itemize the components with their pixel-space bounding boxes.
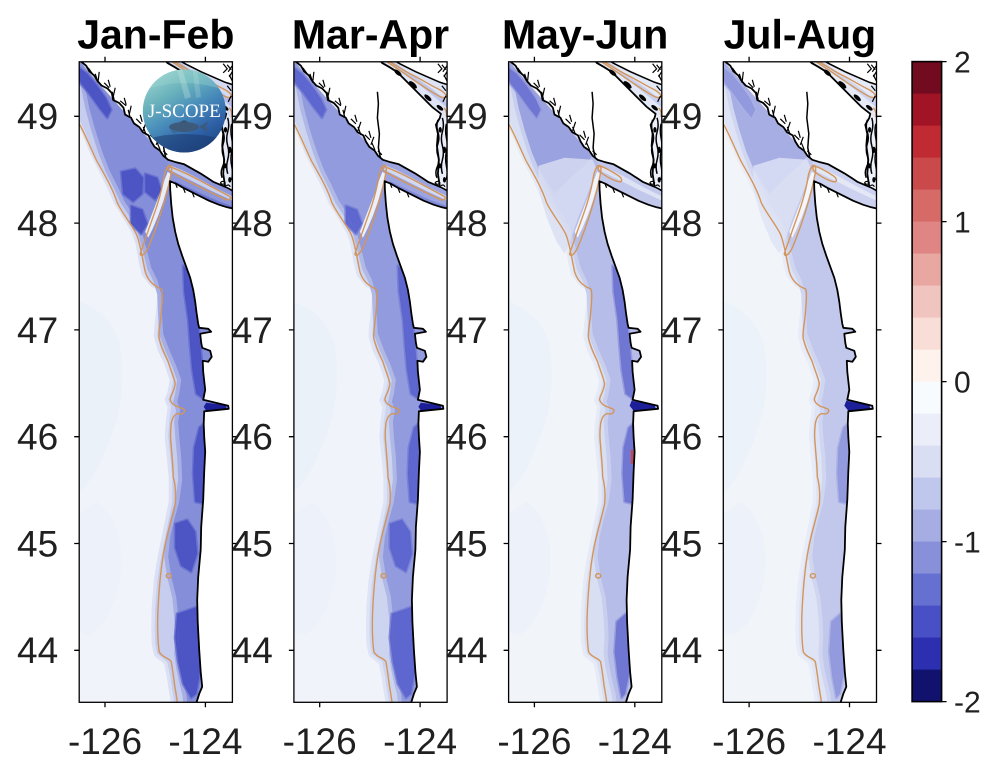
svg-text:46: 46: [232, 417, 273, 458]
svg-text:45: 45: [661, 523, 702, 564]
svg-text:47: 47: [661, 310, 702, 351]
svg-text:Mar-Apr: Mar-Apr: [292, 12, 449, 58]
svg-text:45: 45: [446, 523, 487, 564]
svg-text:44: 44: [17, 630, 58, 671]
svg-text:47: 47: [446, 310, 487, 351]
svg-text:May-Jun: May-Jun: [502, 12, 668, 58]
svg-text:49: 49: [232, 96, 273, 137]
svg-text:-126: -126: [283, 721, 357, 762]
svg-text:-126: -126: [497, 721, 571, 762]
svg-text:49: 49: [446, 96, 487, 137]
svg-text:46: 46: [661, 417, 702, 458]
svg-text:Jul-Aug: Jul-Aug: [724, 12, 877, 58]
svg-text:44: 44: [661, 630, 702, 671]
svg-text:-126: -126: [68, 721, 142, 762]
svg-text:45: 45: [232, 523, 273, 564]
svg-text:-2: -2: [954, 686, 981, 719]
svg-text:Jan-Feb: Jan-Feb: [77, 12, 234, 58]
svg-text:1: 1: [954, 206, 971, 239]
svg-text:46: 46: [17, 417, 58, 458]
svg-text:-124: -124: [168, 721, 242, 762]
svg-text:45: 45: [17, 523, 58, 564]
svg-text:J-SCOPE: J-SCOPE: [148, 101, 221, 122]
svg-text:49: 49: [661, 96, 702, 137]
svg-text:44: 44: [446, 630, 487, 671]
svg-text:0: 0: [954, 366, 971, 399]
svg-text:44: 44: [232, 630, 273, 671]
svg-text:47: 47: [232, 310, 273, 351]
svg-text:-124: -124: [383, 721, 457, 762]
svg-text:48: 48: [232, 203, 273, 244]
svg-text:48: 48: [17, 203, 58, 244]
svg-text:47: 47: [17, 310, 58, 351]
svg-text:-124: -124: [812, 721, 886, 762]
svg-text:2: 2: [954, 46, 971, 79]
svg-text:49: 49: [17, 96, 58, 137]
svg-text:46: 46: [446, 417, 487, 458]
svg-text:48: 48: [661, 203, 702, 244]
svg-text:-1: -1: [954, 526, 981, 559]
svg-text:-126: -126: [712, 721, 786, 762]
svg-text:-124: -124: [598, 721, 672, 762]
svg-text:48: 48: [446, 203, 487, 244]
